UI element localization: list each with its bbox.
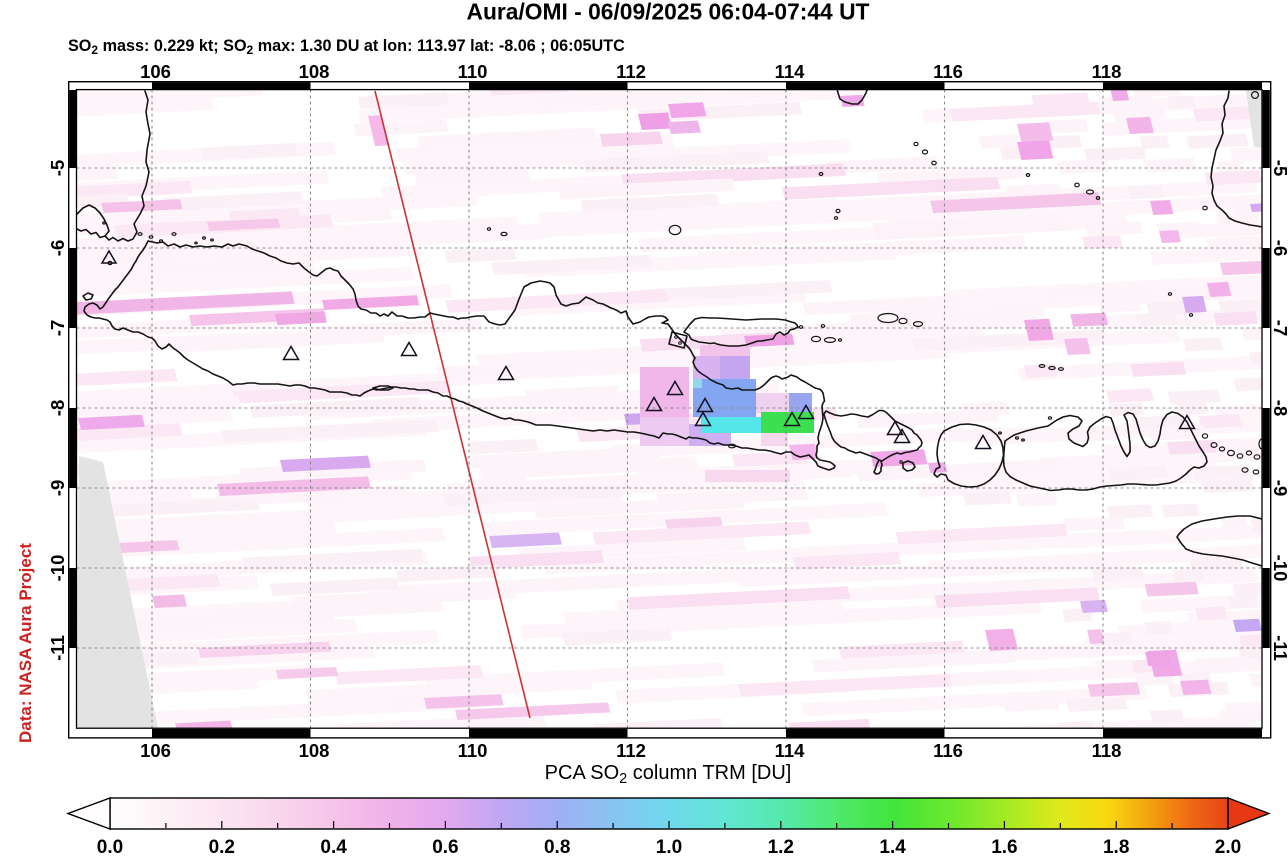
- svg-text:-11: -11: [47, 635, 68, 661]
- svg-text:-10: -10: [1270, 555, 1288, 582]
- svg-text:110: 110: [458, 740, 488, 761]
- svg-text:PCA SO2 column TRM [DU]: PCA SO2 column TRM [DU]: [545, 762, 792, 787]
- svg-text:-11: -11: [1270, 635, 1288, 661]
- svg-text:0.2: 0.2: [209, 837, 235, 855]
- svg-text:-8: -8: [1270, 400, 1288, 416]
- svg-text:-5: -5: [47, 160, 68, 176]
- svg-text:106: 106: [140, 61, 171, 82]
- svg-text:Data: NASA Aura Project: Data: NASA Aura Project: [16, 543, 35, 743]
- svg-text:0.6: 0.6: [432, 837, 458, 855]
- svg-text:1.0: 1.0: [656, 837, 682, 855]
- svg-text:116: 116: [933, 61, 963, 82]
- svg-text:0.4: 0.4: [320, 837, 347, 855]
- svg-text:-10: -10: [47, 555, 68, 582]
- svg-text:108: 108: [299, 740, 330, 761]
- svg-text:-8: -8: [47, 400, 68, 416]
- svg-text:118: 118: [1092, 740, 1122, 761]
- svg-text:1.8: 1.8: [1103, 837, 1129, 855]
- svg-text:-7: -7: [1270, 320, 1288, 336]
- svg-text:0.8: 0.8: [544, 837, 570, 855]
- svg-text:110: 110: [458, 61, 488, 82]
- svg-text:-5: -5: [1270, 160, 1288, 176]
- svg-text:-9: -9: [1270, 480, 1288, 496]
- svg-text:-6: -6: [47, 240, 68, 256]
- svg-text:112: 112: [616, 740, 646, 761]
- svg-text:-6: -6: [1270, 240, 1288, 256]
- svg-text:116: 116: [933, 740, 963, 761]
- svg-text:118: 118: [1092, 61, 1122, 82]
- svg-text:112: 112: [616, 61, 646, 82]
- svg-text:SO2 mass: 0.229 kt; SO2 max: 1: SO2 mass: 0.229 kt; SO2 max: 1.30 DU at …: [68, 37, 625, 57]
- svg-text:2.0: 2.0: [1215, 837, 1241, 855]
- svg-text:0.0: 0.0: [97, 837, 123, 855]
- svg-text:Aura/OMI - 06/09/2025 06:04-07: Aura/OMI - 06/09/2025 06:04-07:44 UT: [467, 0, 870, 25]
- svg-text:114: 114: [775, 61, 806, 82]
- svg-text:-9: -9: [47, 480, 68, 496]
- svg-text:1.4: 1.4: [879, 837, 906, 855]
- svg-text:108: 108: [299, 61, 330, 82]
- svg-text:1.6: 1.6: [991, 837, 1017, 855]
- svg-text:106: 106: [140, 740, 171, 761]
- svg-text:114: 114: [775, 740, 806, 761]
- svg-text:-7: -7: [47, 320, 68, 336]
- svg-text:1.2: 1.2: [768, 837, 794, 855]
